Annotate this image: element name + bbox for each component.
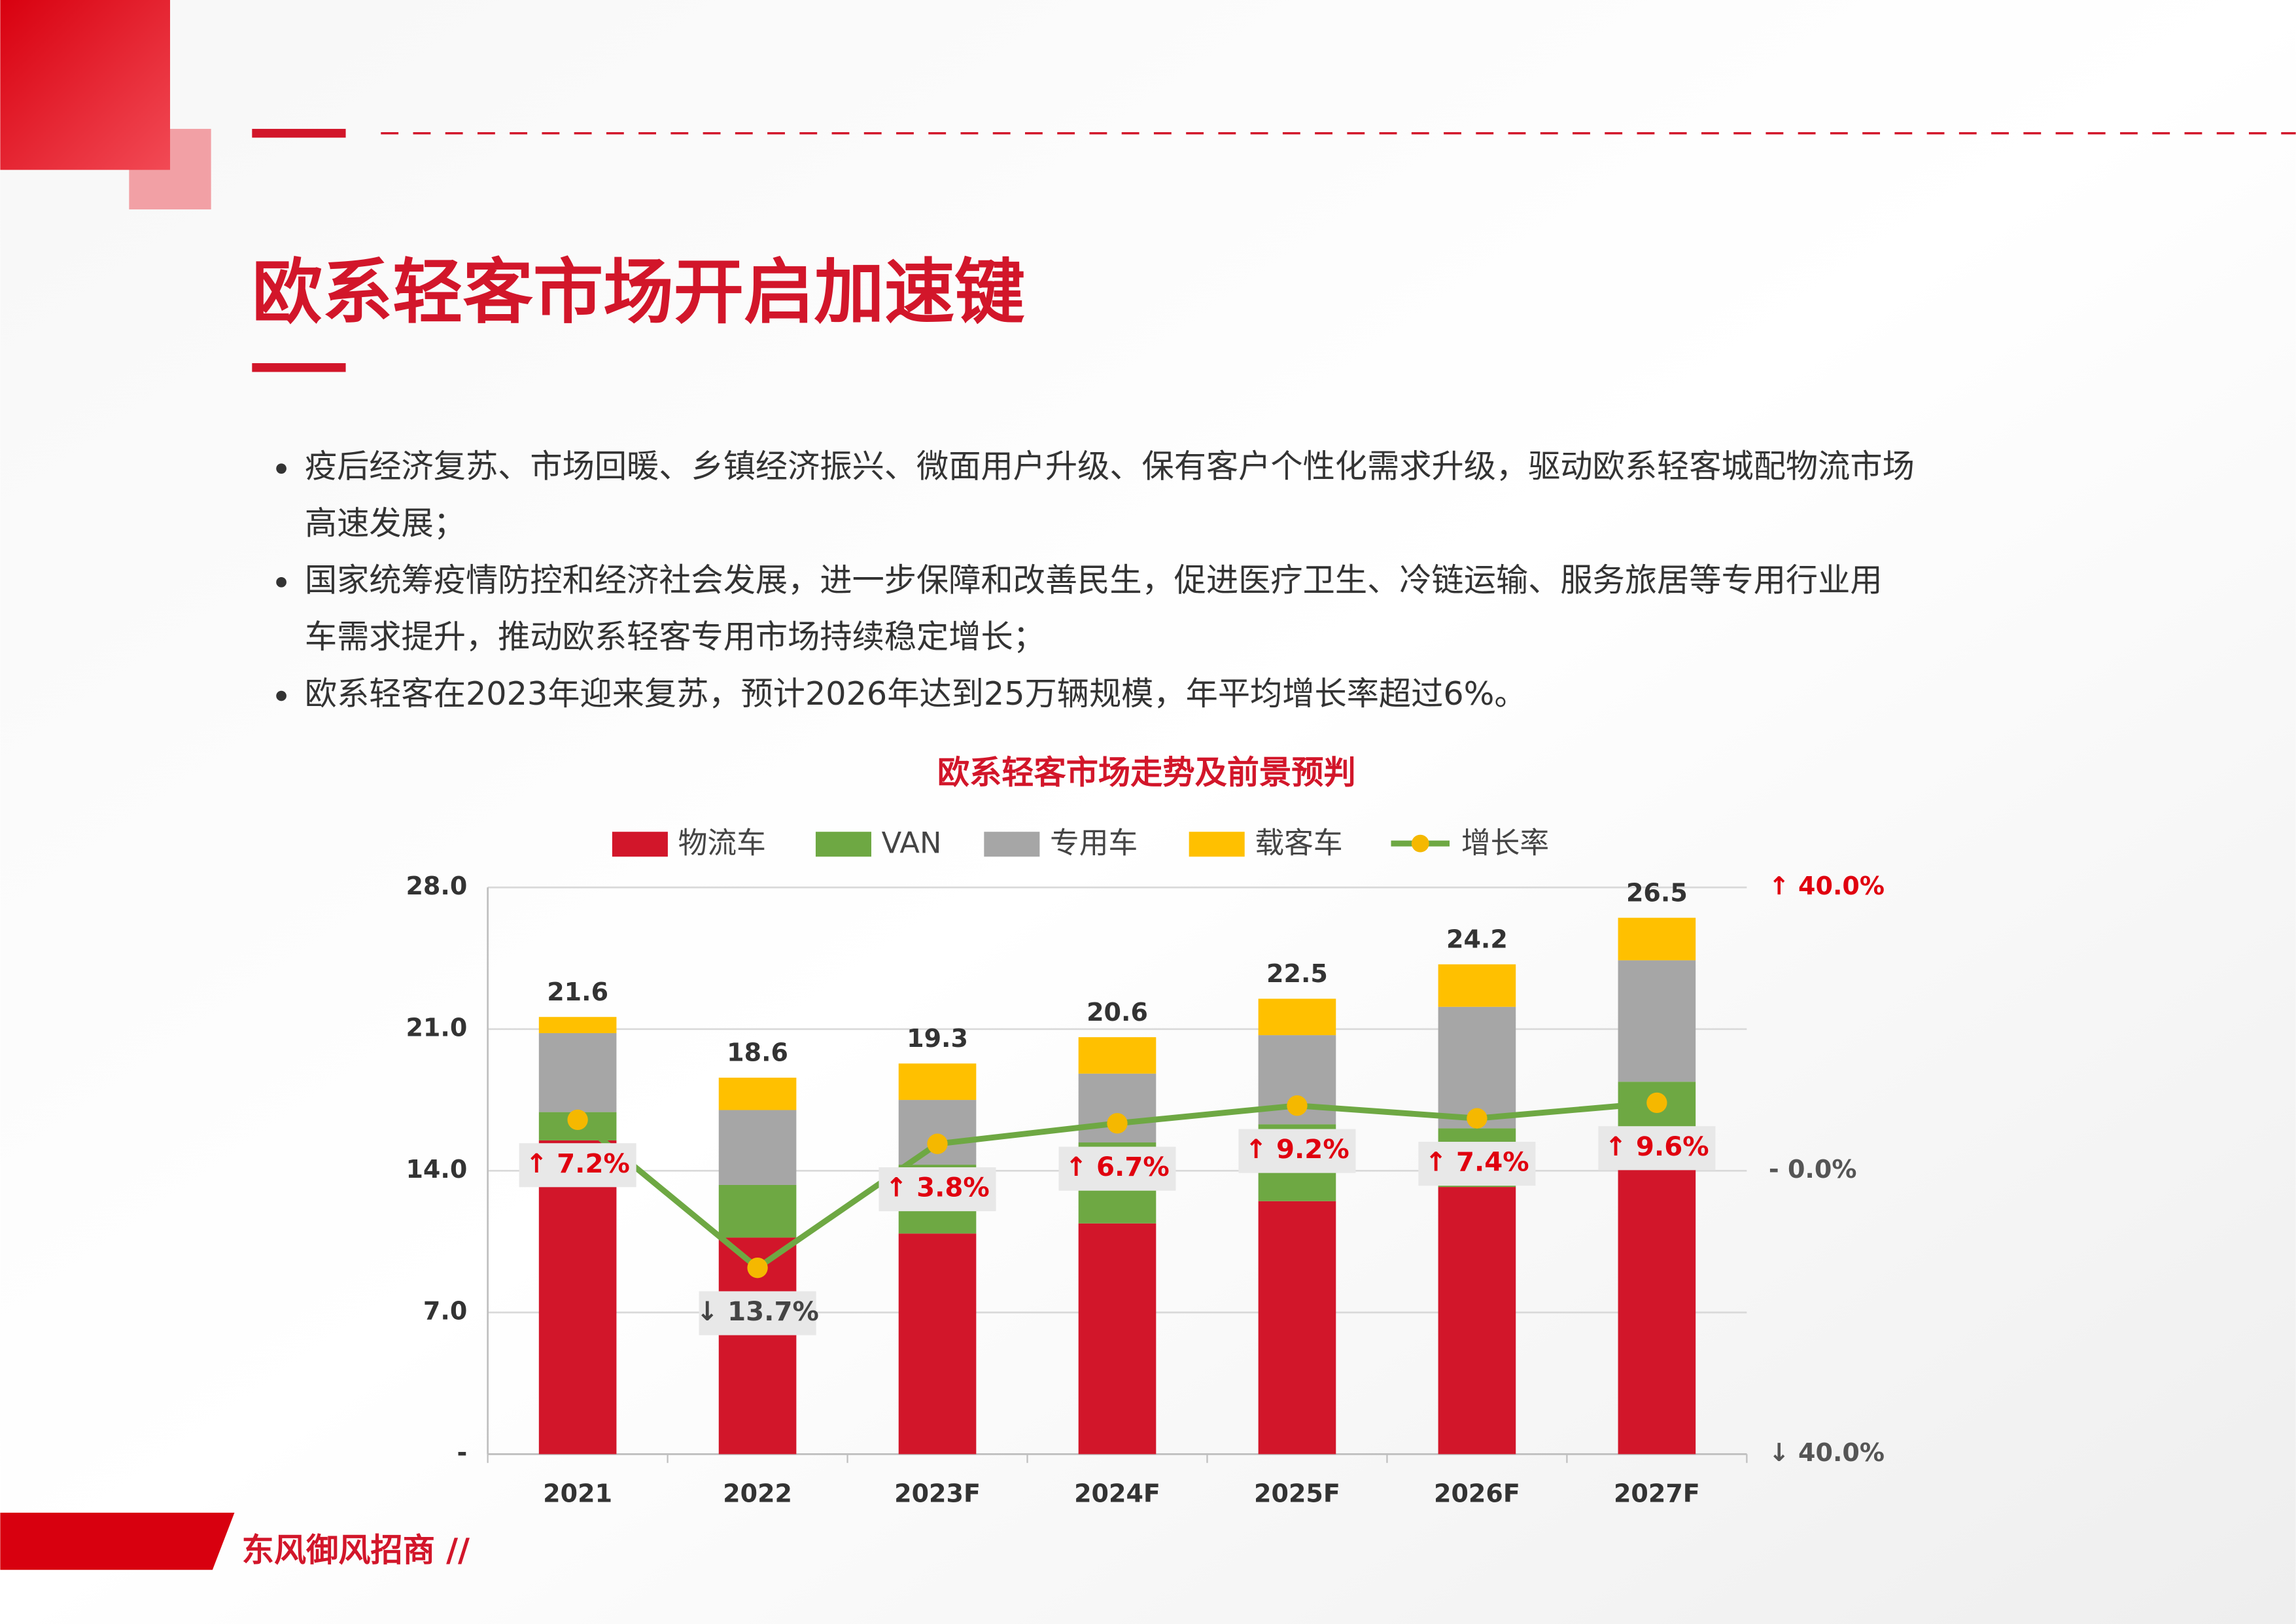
y-tick-label: 21.0 [406, 1013, 467, 1042]
total-label: 24.2 [1446, 925, 1508, 953]
x-tick-label: 2021 [543, 1479, 612, 1508]
growth-label: ↑ 9.6% [1605, 1132, 1709, 1162]
growth-marker [1467, 1108, 1487, 1129]
bar-segment [718, 1110, 797, 1185]
total-label: 18.6 [727, 1038, 788, 1067]
bullet-list: 疫后经济复苏、市场回暖、乡镇经济振兴、微面用户升级、保有客户个性化需求升级，驱动… [276, 448, 1915, 713]
bar-segment [898, 1063, 977, 1101]
growth-label-box [878, 1167, 996, 1212]
bullet-text: 疫后经济复苏、市场回暖、乡镇经济振兴、微面用户升级、保有客户个性化需求升级，驱动… [305, 448, 1915, 485]
bullet-text: 高速发展； [305, 504, 466, 542]
bar-segment [1078, 1223, 1157, 1455]
bullet-text: 车需求提升，推动欧系轻客专用市场持续稳定增长； [305, 618, 1045, 656]
footer-brand: 东风御风招商 // [242, 1531, 470, 1569]
bar-segment [1438, 964, 1516, 1007]
y-tick-label: 7.0 [423, 1296, 467, 1325]
y-tick-label: 14.0 [406, 1155, 467, 1184]
bar-segment [1258, 998, 1336, 1036]
growth-marker [927, 1133, 948, 1154]
x-tick-label: 2026F [1434, 1479, 1520, 1508]
chart: 欧系轻客市场走势及前景预判 - 7.0 14.0 21.0 28.0 ↓ 40.0% - 0… [406, 753, 1885, 1508]
deco-bar [252, 128, 346, 138]
growth-label: ↑ 6.7% [1065, 1152, 1169, 1182]
slide-title: 欧系轻客市场开启加速键 [252, 252, 1024, 334]
total-label: 19.3 [907, 1024, 968, 1053]
x-tick-label: 2027F [1614, 1479, 1700, 1508]
x-tick-label: 2025F [1254, 1479, 1340, 1508]
bar-segment [1618, 917, 1696, 961]
growth-label-box [1418, 1142, 1536, 1186]
legend-swatch [1189, 832, 1245, 857]
bar-segment [538, 1017, 617, 1033]
deco-square [0, 0, 170, 170]
legend-label: 物流车 [678, 825, 766, 860]
y-tick-label: - [457, 1438, 468, 1467]
bullet-dot [276, 463, 287, 474]
legend-swatch [612, 832, 668, 857]
growth-label: ↑ 7.2% [525, 1149, 629, 1179]
total-label: 21.6 [547, 978, 608, 1006]
x-tick-label: 2024F [1074, 1479, 1160, 1508]
growth-label: ↑ 7.4% [1425, 1148, 1529, 1178]
y-tick-label: 28.0 [406, 872, 467, 900]
growth-label-box [519, 1143, 636, 1188]
growth-label: ↓ 13.7% [696, 1297, 818, 1327]
bar-segment [1618, 960, 1696, 1082]
bar-segment [718, 1184, 797, 1238]
growth-label-box [1598, 1126, 1716, 1171]
x-tick-label: 2023F [894, 1479, 981, 1508]
chart-title: 欧系轻客市场走势及前景预判 [937, 753, 1356, 791]
bar-segment [718, 1078, 797, 1110]
bullet-dot [276, 577, 287, 588]
growth-label: ↑ 9.2% [1245, 1135, 1349, 1165]
growth-marker [747, 1257, 768, 1279]
deco-bar [252, 363, 346, 372]
footer-band [0, 1512, 235, 1570]
growth-marker [1646, 1092, 1667, 1114]
y2-tick-label: - 0.0% [1769, 1155, 1857, 1184]
y2-tick-label: ↓ 40.0% [1769, 1438, 1885, 1467]
growth-marker [567, 1109, 588, 1131]
legend-label: 载客车 [1255, 825, 1342, 860]
growth-label-box [699, 1291, 816, 1335]
bullet-dot [276, 690, 287, 701]
legend-swatch [815, 832, 872, 857]
total-label: 26.5 [1626, 878, 1688, 907]
legend-label: VAN [882, 825, 942, 860]
bar-segment [898, 1233, 977, 1455]
growth-label: ↑ 3.8% [885, 1173, 989, 1203]
bullet-text: 国家统筹疫情防控和经济社会发展，进一步保障和改善民生，促进医疗卫生、冷链运输、服… [305, 561, 1883, 599]
legend-marker [1411, 834, 1429, 853]
bar-segment [1438, 1006, 1516, 1129]
growth-marker [1287, 1095, 1308, 1116]
bar-segment [1078, 1037, 1157, 1074]
total-label: 22.5 [1266, 959, 1328, 988]
growth-marker [1107, 1113, 1128, 1134]
bar-segment [898, 1100, 977, 1165]
growth-label-box [1238, 1129, 1356, 1173]
y2-tick-label: ↑ 40.0% [1769, 872, 1885, 900]
x-tick-label: 2022 [723, 1479, 792, 1508]
total-label: 20.6 [1087, 998, 1148, 1027]
bullet-text: 欧系轻客在2023年迎来复苏，预计2026年达到25万辆规模，年平均增长率超过6… [305, 675, 1527, 713]
bar-segment [1438, 1187, 1516, 1455]
growth-label-box [1058, 1146, 1176, 1191]
bar-segment [1618, 1167, 1696, 1455]
bar-segment [538, 1033, 617, 1112]
bar-segment [538, 1140, 617, 1455]
legend-label: 专用车 [1050, 825, 1138, 860]
legend-label: 增长率 [1461, 825, 1549, 860]
legend-swatch [984, 832, 1040, 857]
bar-segment [1258, 1201, 1336, 1455]
